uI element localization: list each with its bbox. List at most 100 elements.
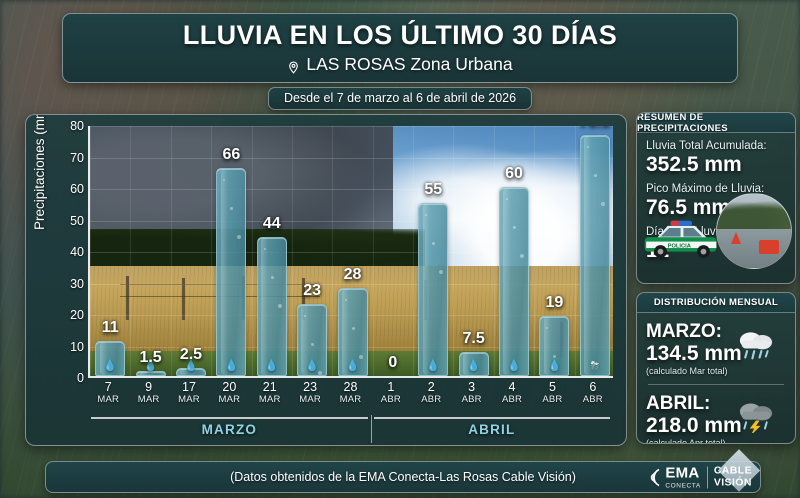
y-axis-tick: 30 <box>70 276 84 291</box>
date-range-badge: Desde el 7 de marzo al 6 de abril de 202… <box>267 87 533 110</box>
water-droplet-speck <box>270 276 274 280</box>
water-droplet-speck <box>546 327 549 330</box>
water-droplet-speck <box>318 370 323 375</box>
monthly-row-abril: ABRIL: 218.0 mm (calculado Apr total) <box>646 391 786 443</box>
x-axis-day: 21 <box>262 380 277 394</box>
x-axis-day: 4 <box>508 380 516 394</box>
y-axis-tick: 40 <box>70 245 84 259</box>
bar-5-abr[interactable]: 💧 <box>539 316 570 376</box>
bar-value-label: 76.5 <box>579 126 610 131</box>
water-droplet-speck <box>506 198 509 200</box>
bar-28-mar[interactable]: 💧 <box>337 287 368 376</box>
gridline-vertical <box>130 126 132 376</box>
location-line: LAS ROSAS Zona Urbana <box>287 54 513 75</box>
month-group-label: MARZO <box>201 422 258 437</box>
month-group-abril: ABRIL <box>373 417 610 443</box>
water-droplet-speck <box>593 174 597 178</box>
chart-panel: Precipitaciones (mm) 0 10 20 30 40 50 60 70 80 💧… <box>25 114 627 446</box>
bar-23-mar[interactable]: 💧 <box>297 303 328 376</box>
y-axis-ticks: 0 10 20 30 40 50 60 70 80 <box>54 115 84 445</box>
police-vehicle-icon: POLICIA <box>644 220 717 258</box>
traffic-cone-icon <box>731 231 741 244</box>
gridline-vertical <box>413 126 415 376</box>
bar-7-mar[interactable]: 💧 <box>95 341 126 376</box>
x-axis-month: ABR <box>542 394 563 406</box>
monthly-row-divider <box>648 383 784 385</box>
gridline-vertical <box>372 126 374 376</box>
y-axis-tick: 60 <box>70 182 84 196</box>
monthly-row-marzo: MARZO: 134.5 mm (calculado Mar total) <box>646 319 786 378</box>
bar-2-abr[interactable]: 💧 <box>418 202 449 376</box>
ripple-icon: 💧 <box>224 360 239 372</box>
x-axis-tick: 7 MAR <box>97 380 119 405</box>
bar-17-mar[interactable]: 💧 <box>175 361 206 376</box>
x-axis-day: 2 <box>427 380 435 394</box>
y-axis-tick: 70 <box>70 150 84 165</box>
x-axis-tick: 28 MAR <box>340 380 362 405</box>
x-axis-month: ABR <box>380 394 401 406</box>
month-group-label: ABRIL <box>468 422 516 437</box>
x-axis-tick: 6 ABR <box>583 380 603 405</box>
bar-value-label: 55 <box>424 180 443 198</box>
cable-vision-line1: CABLE <box>713 464 752 477</box>
monthly-panel-header: DISTRIBUCIÓN MENSUAL <box>637 293 795 313</box>
ema-logo-subtext: CONECTA <box>665 482 701 490</box>
bar-sheen <box>543 317 552 375</box>
water-droplet-speck <box>439 269 444 274</box>
water-droplet-speck <box>277 304 282 309</box>
page-title: LLUVIA EN LOS ÚLTIMO 30 DÍAS <box>182 19 618 50</box>
ripple-icon: 💧 <box>345 360 360 372</box>
svg-text:POLICIA: POLICIA <box>668 243 691 249</box>
water-droplet-speck <box>230 207 234 211</box>
bar-21-mar[interactable]: 💧 <box>256 237 287 376</box>
logo-divider <box>706 466 708 488</box>
x-axis-month: MAR <box>258 394 281 406</box>
bar-sheen <box>139 372 148 375</box>
peak-rain-value: 76.5 mm <box>646 196 731 220</box>
chart-bars: 💧11💧1.5💧2.5💧66💧44💧23💧280💧55💧7.5💧60💧19⛈76… <box>90 126 613 376</box>
water-droplet-speck <box>263 248 266 251</box>
month-group-rule <box>373 417 610 419</box>
chart-plot-area: 💧11💧1.5💧2.5💧66💧44💧23💧280💧55💧7.5💧60💧19⛈76… <box>88 126 613 378</box>
summary-panel: RESUMEN DE PRECIPITACIONES Lluvia Total … <box>636 112 796 284</box>
total-rain-value: 352.5 mm <box>646 153 742 177</box>
monthly-panel-body: MARZO: 134.5 mm (calculado Mar total) ABRIL… <box>637 313 795 443</box>
title-card: LLUVIA EN LOS ÚLTIMO 30 DÍAS LAS ROSAS Z… <box>62 13 738 83</box>
x-axis-day: 9 <box>145 380 153 394</box>
x-axis-month: ABR <box>461 394 482 406</box>
bar-9-mar[interactable]: 💧 <box>135 361 166 376</box>
monthly-month-name: MARZO: <box>646 321 722 342</box>
footer-bar: (Datos obtenidos de la EMA Conecta-Las R… <box>45 449 761 493</box>
x-axis-day: 17 <box>182 380 196 394</box>
y-axis-tick: 50 <box>70 213 84 228</box>
water-droplet-speck <box>237 235 242 240</box>
droplet-icon: 💧 <box>184 360 198 372</box>
bar-20-mar[interactable]: 💧 <box>216 168 247 376</box>
water-droplet-speck <box>553 355 557 359</box>
bar-6-abr[interactable]: ⛈ <box>579 135 610 376</box>
bar-value-label: 7.5 <box>462 330 485 348</box>
map-pin-icon <box>287 58 300 74</box>
ripple-icon: 💧 <box>507 360 521 372</box>
x-axis-month: MAR <box>218 394 241 406</box>
monthly-total-value: 134.5 mm <box>646 342 742 366</box>
bar-value-label: 11 <box>101 319 119 337</box>
thunderstorm-cloud-icon <box>734 399 778 436</box>
bar-3-abr[interactable]: 💧 <box>458 352 489 376</box>
bar-value-label: 66 <box>222 146 241 164</box>
bar-value-label: 60 <box>505 165 523 182</box>
droplet-icon: 💧 <box>466 360 481 372</box>
signal-waves-icon <box>651 468 660 486</box>
y-axis-tick: 10 <box>70 339 84 354</box>
water-droplet-speck <box>513 226 517 229</box>
y-axis-label: Precipitaciones (mm) <box>32 114 47 230</box>
bar-value-label: 44 <box>262 215 281 233</box>
bar-value-label: 23 <box>303 281 322 299</box>
ripple-icon: 💧 <box>426 360 441 372</box>
storm-icon: ⛈ <box>590 360 600 372</box>
x-axis-month: ABR <box>501 394 523 406</box>
water-droplet-speck <box>351 326 355 330</box>
bar-sheen <box>180 369 188 375</box>
rain-cloud-icon <box>734 327 778 361</box>
bar-4-abr[interactable]: 💧 <box>499 187 530 376</box>
